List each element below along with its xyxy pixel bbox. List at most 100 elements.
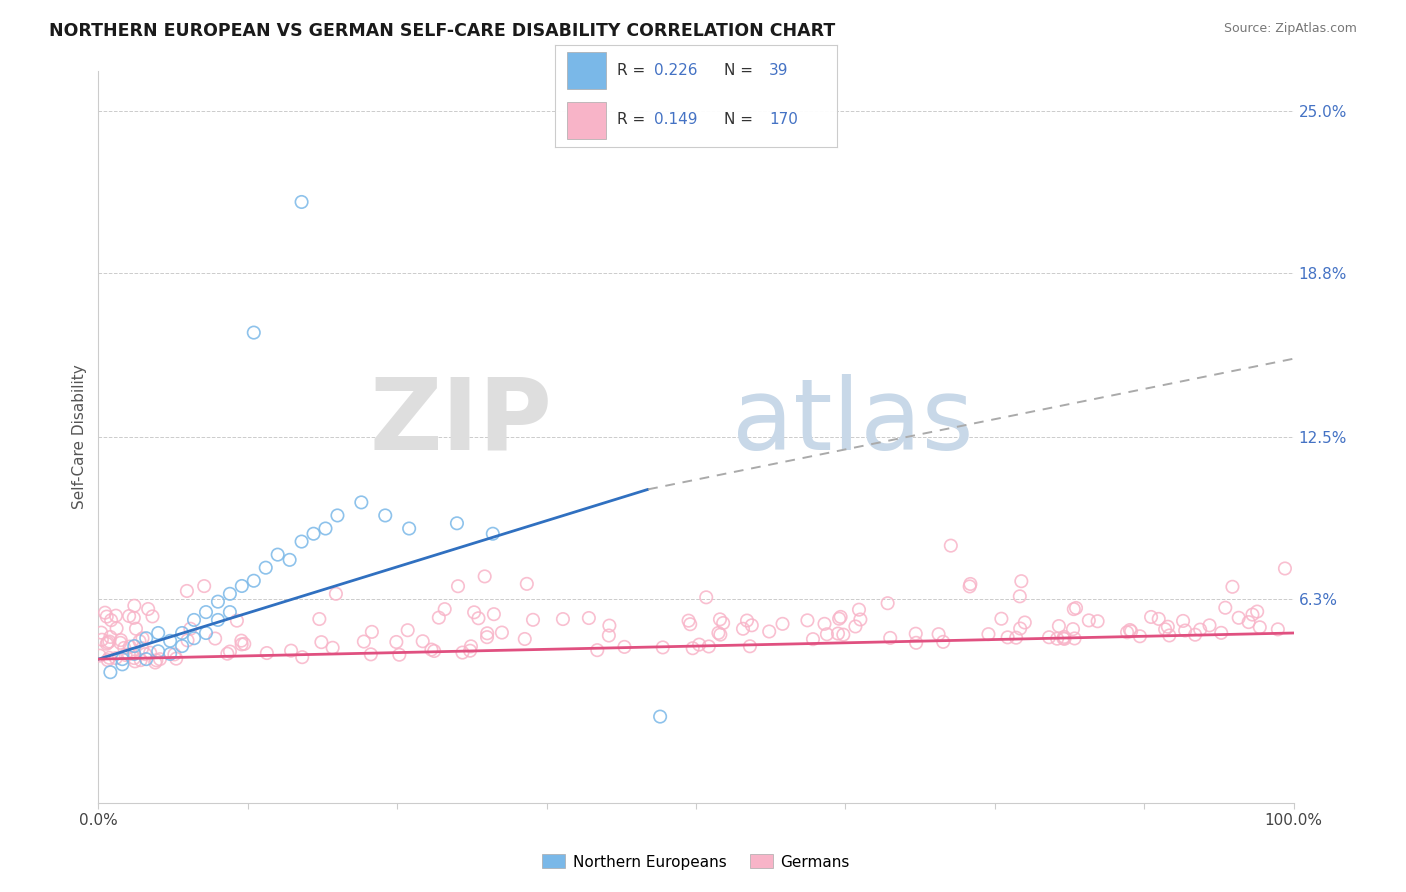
- Point: [195, 626, 218, 640]
- Point: [231, 579, 253, 593]
- Point: [412, 634, 434, 648]
- Point: [876, 596, 898, 610]
- Point: [709, 612, 731, 626]
- Point: [219, 587, 242, 601]
- Point: [849, 612, 872, 626]
- Point: [396, 624, 419, 638]
- Point: [1140, 610, 1163, 624]
- Point: [928, 627, 950, 641]
- Point: [148, 626, 170, 640]
- Point: [97, 653, 120, 667]
- Point: [98, 650, 121, 665]
- Point: [129, 653, 152, 667]
- Text: R =: R =: [617, 112, 651, 127]
- Point: [143, 656, 166, 670]
- Bar: [567, 102, 606, 139]
- Point: [879, 631, 901, 645]
- Point: [172, 639, 194, 653]
- Point: [731, 622, 754, 636]
- Text: NORTHERN EUROPEAN VS GERMAN SELF-CARE DISABILITY CORRELATION CHART: NORTHERN EUROPEAN VS GERMAN SELF-CARE DI…: [49, 22, 835, 40]
- Point: [1046, 632, 1069, 646]
- Point: [96, 609, 118, 624]
- Point: [741, 618, 763, 632]
- Point: [131, 632, 153, 646]
- Point: [325, 587, 347, 601]
- Point: [141, 609, 163, 624]
- Point: [280, 643, 302, 657]
- Point: [291, 194, 314, 209]
- Point: [256, 646, 278, 660]
- Point: [110, 636, 132, 650]
- Bar: [567, 52, 606, 88]
- Point: [128, 634, 150, 648]
- Point: [844, 619, 866, 633]
- Point: [613, 640, 636, 654]
- Legend: Northern Europeans, Germans: Northern Europeans, Germans: [536, 848, 856, 876]
- Point: [89, 648, 111, 663]
- Point: [482, 607, 505, 622]
- Point: [688, 638, 710, 652]
- Point: [97, 635, 120, 649]
- Point: [598, 628, 620, 642]
- Point: [308, 612, 330, 626]
- Point: [311, 635, 333, 649]
- Point: [124, 639, 146, 653]
- Point: [474, 569, 496, 583]
- Point: [828, 612, 851, 626]
- Point: [90, 625, 112, 640]
- Text: atlas: atlas: [733, 374, 973, 471]
- Point: [813, 616, 835, 631]
- Point: [149, 652, 172, 666]
- Text: 0.226: 0.226: [654, 62, 697, 78]
- Point: [326, 508, 349, 523]
- Point: [801, 632, 824, 647]
- Point: [679, 617, 702, 632]
- Point: [131, 641, 153, 656]
- Text: R =: R =: [617, 62, 651, 78]
- Point: [124, 654, 146, 668]
- Point: [678, 614, 700, 628]
- Text: 39: 39: [769, 62, 789, 78]
- Point: [738, 640, 761, 654]
- Point: [598, 618, 620, 632]
- Point: [586, 643, 609, 657]
- Point: [96, 637, 118, 651]
- Point: [183, 632, 205, 646]
- Point: [179, 622, 201, 636]
- Point: [1116, 625, 1139, 640]
- Point: [460, 640, 482, 654]
- Point: [1063, 632, 1085, 646]
- Point: [193, 579, 215, 593]
- Point: [697, 640, 720, 654]
- Point: [1189, 623, 1212, 637]
- Point: [111, 657, 134, 672]
- Point: [291, 650, 314, 665]
- Text: N =: N =: [724, 112, 758, 127]
- Point: [522, 613, 544, 627]
- Point: [651, 640, 673, 655]
- Point: [959, 579, 981, 593]
- Point: [172, 626, 194, 640]
- Point: [420, 642, 443, 657]
- Point: [114, 648, 136, 662]
- Point: [711, 615, 734, 630]
- Point: [1005, 631, 1028, 645]
- Point: [231, 633, 253, 648]
- Point: [772, 616, 794, 631]
- Point: [104, 651, 127, 665]
- Point: [1159, 628, 1181, 642]
- Point: [302, 526, 325, 541]
- Point: [98, 665, 122, 680]
- Point: [477, 626, 499, 640]
- Point: [707, 626, 730, 640]
- Point: [122, 651, 145, 665]
- Point: [513, 632, 536, 646]
- Point: [1008, 590, 1031, 604]
- Point: [207, 594, 229, 608]
- Point: [1198, 618, 1220, 632]
- Point: [104, 608, 127, 623]
- Point: [735, 614, 758, 628]
- Point: [233, 637, 256, 651]
- Point: [207, 613, 229, 627]
- Point: [163, 648, 186, 662]
